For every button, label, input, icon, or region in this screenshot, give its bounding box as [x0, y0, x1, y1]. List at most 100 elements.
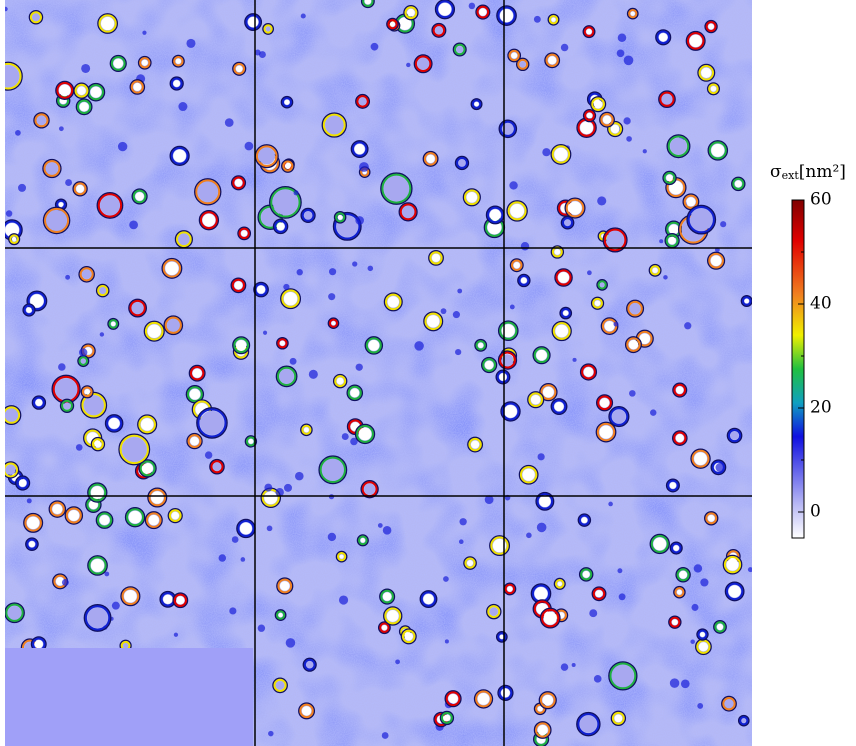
- particle: [541, 608, 560, 628]
- particle: [686, 204, 717, 235]
- particle: [98, 14, 117, 33]
- particle: [548, 56, 557, 65]
- particle: [138, 415, 156, 434]
- particle: [360, 538, 366, 543]
- particle: [669, 616, 681, 628]
- particles: [5, 0, 752, 746]
- particle: [595, 421, 617, 443]
- particle: [113, 58, 124, 69]
- particle: [301, 209, 315, 222]
- particle: [536, 349, 547, 361]
- particle: [383, 292, 403, 312]
- particle: [740, 295, 752, 308]
- particle: [686, 32, 705, 50]
- particle: [274, 219, 288, 233]
- particle: [119, 434, 149, 465]
- particle: [708, 141, 727, 160]
- particle: [139, 57, 151, 69]
- particle: [592, 587, 606, 600]
- particle: [118, 433, 151, 466]
- particle: [15, 475, 31, 491]
- colorbar-label: σext[nm²]: [770, 162, 846, 183]
- particle: [542, 386, 554, 398]
- particle: [519, 466, 538, 484]
- particle: [278, 612, 283, 618]
- particle: [550, 245, 565, 259]
- particle: [487, 605, 501, 619]
- colorbar-tick-label: 40: [810, 294, 832, 314]
- particle: [728, 585, 741, 598]
- particle: [700, 632, 705, 637]
- dark-spot: [587, 270, 592, 276]
- dark-spot: [268, 730, 274, 737]
- particle: [172, 592, 189, 609]
- particle: [609, 662, 637, 690]
- particle: [253, 281, 269, 298]
- particle: [161, 257, 183, 279]
- particle: [528, 392, 544, 408]
- particle: [58, 202, 64, 207]
- particle: [422, 150, 439, 167]
- colorbar-gradient: [791, 199, 805, 539]
- particle: [235, 65, 243, 73]
- particle: [383, 606, 403, 626]
- dark-spot: [231, 536, 239, 543]
- particle: [662, 170, 677, 186]
- particle: [237, 226, 252, 241]
- dark-spot: [608, 501, 613, 507]
- dark-spot: [370, 42, 379, 51]
- particle: [608, 661, 638, 691]
- particle: [398, 202, 418, 222]
- particle: [241, 230, 248, 237]
- particle: [436, 0, 454, 19]
- particle: [626, 299, 645, 318]
- particle: [210, 460, 224, 474]
- particle: [90, 558, 105, 573]
- particle: [382, 592, 392, 601]
- particle: [624, 336, 642, 354]
- particle: [48, 500, 67, 518]
- dark-spot: [613, 321, 619, 327]
- dark-spot: [691, 603, 699, 611]
- particle: [583, 367, 594, 377]
- particle: [78, 356, 89, 366]
- particle: [470, 98, 483, 111]
- dark-spot: [617, 568, 623, 574]
- particle: [724, 699, 734, 708]
- particle: [199, 211, 218, 230]
- particle: [599, 425, 613, 439]
- particle: [732, 177, 745, 190]
- particle: [707, 140, 729, 161]
- particle: [28, 10, 44, 25]
- particle: [497, 320, 519, 342]
- particle: [607, 120, 624, 138]
- dark-spot: [5, 210, 13, 217]
- particle: [335, 550, 348, 563]
- particle: [486, 603, 502, 620]
- particle: [582, 25, 596, 39]
- particle: [474, 101, 479, 107]
- dark-spot: [204, 451, 213, 459]
- particle: [300, 207, 316, 224]
- particle: [554, 401, 564, 412]
- dark-spot: [377, 523, 383, 528]
- particle: [280, 288, 302, 310]
- particle: [456, 46, 463, 53]
- particle: [282, 160, 294, 172]
- particle: [507, 48, 522, 63]
- particle: [258, 147, 276, 165]
- dark-spot: [129, 220, 139, 230]
- particle: [135, 192, 144, 201]
- dark-spot: [5, 6, 8, 12]
- particle: [355, 93, 371, 109]
- particle: [685, 30, 706, 51]
- dark-spot: [629, 390, 636, 397]
- particle: [439, 710, 455, 726]
- particle: [34, 639, 43, 649]
- particle: [162, 259, 182, 278]
- particle: [464, 557, 476, 569]
- particle: [479, 8, 487, 16]
- dark-spot: [18, 183, 27, 192]
- particle: [596, 422, 616, 442]
- particle: [78, 266, 95, 283]
